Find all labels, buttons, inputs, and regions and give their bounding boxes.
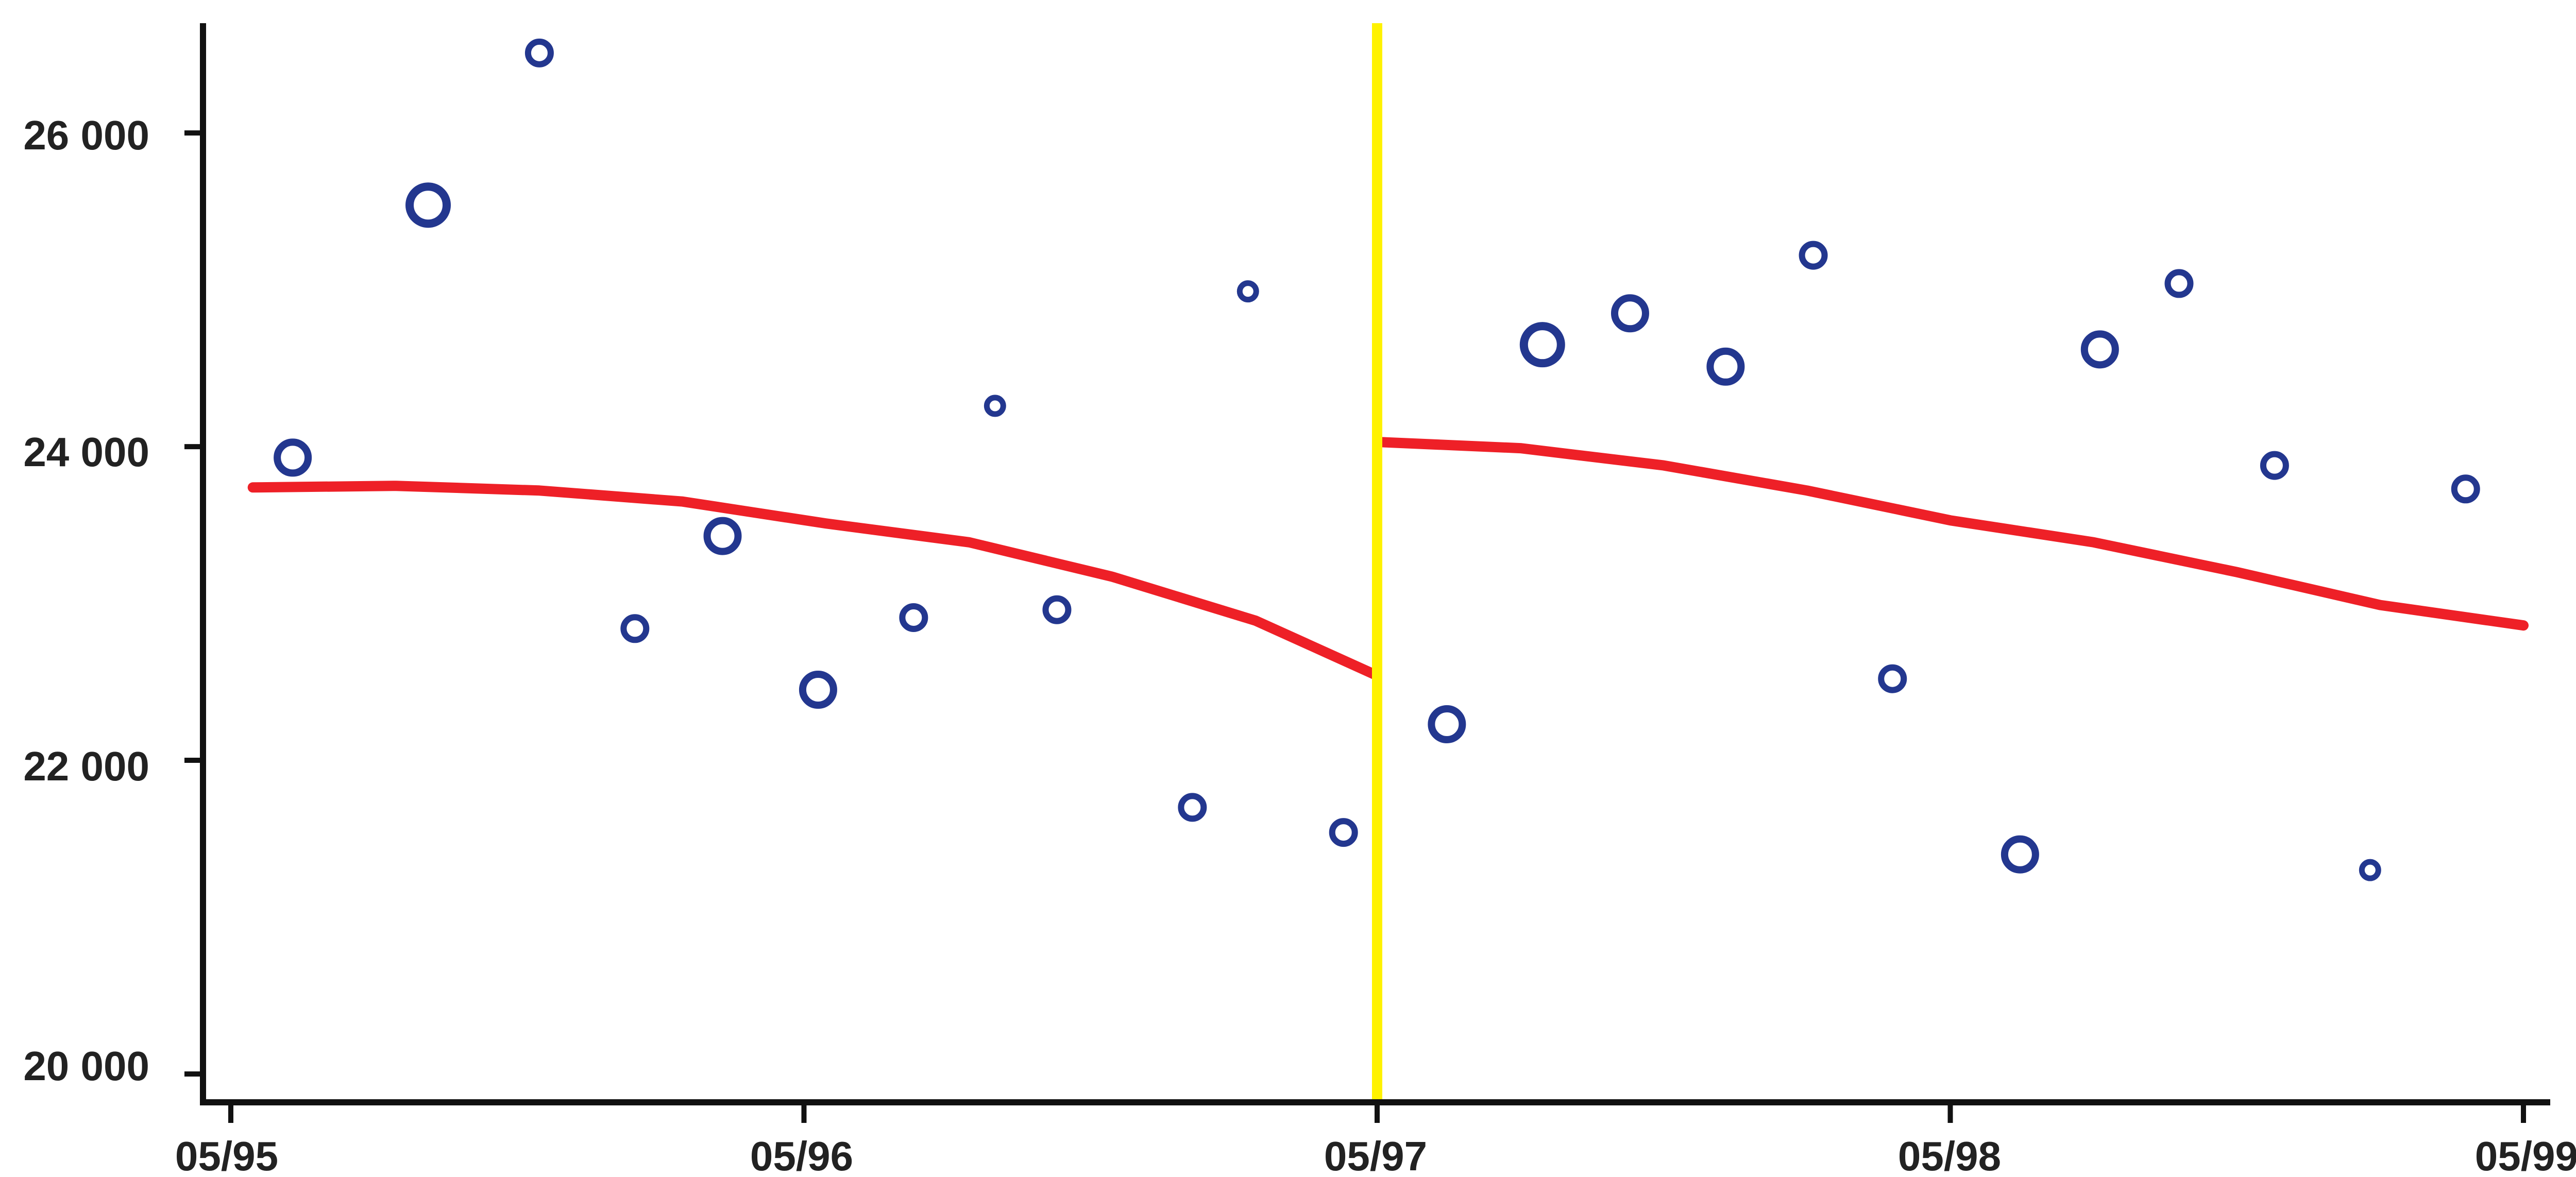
data-point [405,182,451,228]
data-point [2001,835,2039,874]
data-point [1519,322,1565,368]
data-point [274,438,312,477]
trend-lines [247,437,2529,681]
y-tick-label: 26 000 [23,112,149,158]
data-point [2359,859,2381,881]
x-tick-label: 05/99 [2475,1133,2576,1177]
scatter-points [274,38,2480,881]
data-point [703,517,742,555]
x-tick-label: 05/96 [750,1133,853,1177]
data-point [1799,241,1828,270]
data-point [984,395,1006,417]
data-point [799,671,837,709]
trend-line-before [247,481,1382,681]
x-tick-label: 05/97 [1324,1133,1427,1177]
data-point [2164,269,2194,298]
x-tick-label: 05/98 [1898,1133,2001,1177]
y-tick-label: 22 000 [23,743,149,789]
data-point [524,38,554,67]
trend-line-after [1372,437,2529,631]
data-point [1878,664,1907,693]
data-point [1706,347,1745,386]
data-point [899,603,928,632]
data-point [1042,595,1072,624]
data-point [620,614,650,643]
data-point [2080,330,2119,369]
data-point [1428,705,1466,744]
data-point [1236,280,1259,303]
data-point [2260,451,2289,480]
data-point [2451,474,2480,504]
data-point [1329,818,1358,847]
y-tick-labels: 20 000 22 000 24 000 26 000 [23,112,149,1089]
y-tick-label: 24 000 [23,429,149,475]
data-point [1178,793,1207,822]
x-tick-label: 05/95 [175,1133,278,1177]
data-point [1611,294,1649,333]
x-tick-labels: 05/95 05/96 05/97 05/98 05/99 [175,1133,2576,1177]
y-tick-label: 20 000 [23,1043,149,1089]
x-tick-marks [228,1102,2526,1123]
